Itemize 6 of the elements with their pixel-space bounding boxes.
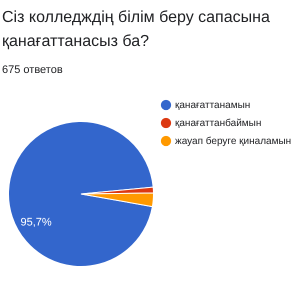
chart-title: Сіз колледждің білім беру сапасына қанағаттанасыз ба?	[2, 8, 271, 52]
legend-label: қанағаттанамын	[175, 100, 250, 111]
chart-subtitle: 675 ответов	[2, 64, 63, 76]
legend-label: қанағаттанбаймын	[175, 118, 262, 129]
data-label: 95,7%	[20, 216, 52, 228]
legend-label: жауап беруге қиналамын	[175, 136, 292, 147]
